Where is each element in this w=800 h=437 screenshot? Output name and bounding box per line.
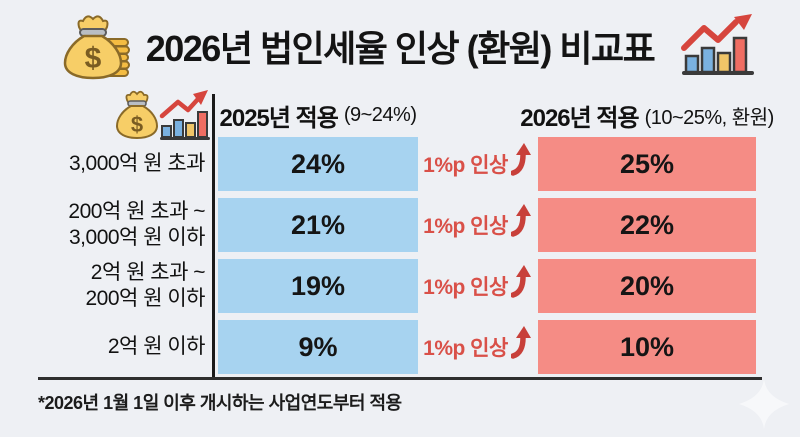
rate-2026-cell: 10% [538, 320, 756, 374]
column-header-2026-title: 2026년 적용 [520, 104, 639, 132]
rate-2025-cell: 24% [218, 137, 418, 191]
bracket-label: 3,000억 원 초과 [0, 137, 206, 191]
red-up-arrow-icon [510, 326, 531, 359]
bottom-divider [38, 377, 762, 380]
change-label: 1%p 인상 [423, 215, 508, 238]
svg-text:$: $ [131, 112, 143, 137]
bracket-label: 200억 원 초과 ~ 3,000억 원 이하 [0, 198, 205, 252]
red-up-arrow-icon [510, 204, 531, 237]
bracket-label-line2: 3,000억 원 이하 [69, 226, 206, 249]
sparkle-icon [738, 378, 790, 435]
table-divider [212, 94, 215, 378]
table-row: 2억 원 이하 9% 1%p 인상 10% [0, 320, 800, 374]
bracket-label: 2억 원 초과 ~ 200억 원 이하 [0, 259, 206, 313]
footnote: *2026년 1월 1일 이후 개시하는 사업연도부터 적용 [38, 393, 402, 413]
column-header-2026-range: (10~25%, 환원) [644, 106, 775, 129]
red-up-arrow-icon [510, 143, 531, 176]
page-title: 2026년 법인세율 인상 (환원) 비교표 [145, 28, 656, 69]
bracket-label: 2억 원 이하 [0, 320, 206, 374]
bracket-label-line1: 2억 원 이하 [107, 335, 206, 358]
rate-2026-cell: 22% [538, 198, 756, 252]
bracket-label-line1: 2억 원 초과 ~ [90, 261, 206, 284]
red-up-arrow-icon [510, 265, 531, 298]
change-label: 1%p 인상 [423, 154, 508, 177]
column-header-2025: 2025년 적용 (9~24%) [218, 98, 418, 132]
change-label: 1%p 인상 [423, 337, 508, 360]
column-header-2026: 2026년 적용 (10~25%, 환원) [520, 98, 774, 132]
change-indicator: 1%p 인상 [418, 320, 538, 374]
rate-2026-cell: 25% [538, 137, 756, 191]
change-indicator: 1%p 인상 [418, 137, 538, 191]
svg-text:$: $ [85, 42, 102, 75]
money-bag-with-chart-icon: $ [112, 90, 212, 147]
bracket-label-line2: 200억 원 이하 [85, 287, 206, 310]
rate-2025-cell: 9% [218, 320, 418, 374]
bracket-label-line1: 3,000억 원 초과 [69, 152, 206, 175]
rate-2026-cell: 20% [538, 259, 756, 313]
column-header-2025-range: (9~24%) [343, 103, 417, 126]
bracket-label-line1: 200억 원 초과 ~ [68, 200, 205, 223]
money-bag-icon: $ [56, 12, 130, 85]
column-header-2025-title: 2025년 적용 [219, 104, 339, 132]
change-indicator: 1%p 인상 [418, 198, 538, 252]
table-row: 2억 원 초과 ~ 200억 원 이하 19% 1%p 인상 20% [0, 259, 800, 313]
change-indicator: 1%p 인상 [418, 259, 538, 313]
rate-2025-cell: 21% [218, 198, 418, 252]
change-label: 1%p 인상 [423, 276, 508, 299]
table-row: 200억 원 초과 ~ 3,000억 원 이하 21% 1%p 인상 22% [0, 198, 800, 252]
table-row: 3,000억 원 초과 24% 1%p 인상 25% [0, 137, 800, 191]
rising-bar-chart-icon [680, 14, 756, 83]
rate-2025-cell: 19% [218, 259, 418, 313]
